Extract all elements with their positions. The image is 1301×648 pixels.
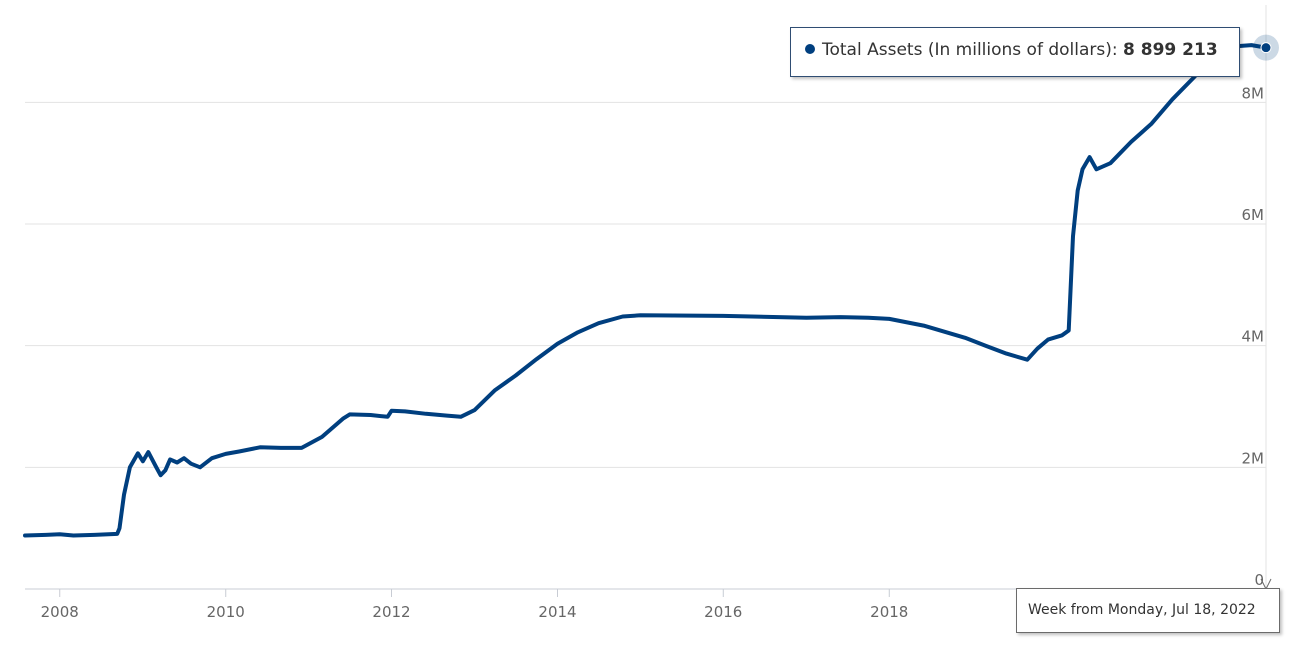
hover-marker-layer — [1253, 34, 1279, 591]
tooltip-series-label: Total Assets (In millions of dollars): — [822, 40, 1118, 60]
date-tooltip: Week from Monday, Jul 18, 2022 — [1016, 588, 1280, 633]
y-axis-labels: 0 2M 4M 6M 8M — [1242, 84, 1265, 589]
x-tick-label: 2012 — [372, 603, 410, 621]
series-line-total-assets[interactable] — [23, 43, 1268, 538]
y-tick-label: 0 — [1254, 571, 1264, 589]
gridlines — [25, 5, 1267, 589]
y-tick-label: 4M — [1242, 328, 1265, 346]
y-tick-label: 6M — [1242, 206, 1265, 224]
value-tooltip: Total Assets (In millions of dollars): 8… — [790, 27, 1240, 77]
tooltip-date-label: Week from Monday, Jul 18, 2022 — [1028, 602, 1256, 618]
x-tick-label: 2008 — [41, 603, 79, 621]
x-tick-label: 2018 — [870, 603, 908, 621]
series-color-dot — [805, 44, 815, 54]
x-tick-label: 2010 — [207, 603, 245, 621]
x-axis: 2008 2010 2012 2014 2016 2018 — [25, 588, 1266, 621]
x-tick-label: 2014 — [538, 603, 576, 621]
y-tick-label: 8M — [1242, 84, 1265, 102]
hover-point[interactable] — [1260, 42, 1272, 54]
tooltip-value: 8 899 213 — [1123, 40, 1218, 60]
series-layer — [23, 43, 1268, 538]
x-tick-label: 2016 — [704, 603, 742, 621]
y-tick-label: 2M — [1242, 449, 1265, 467]
